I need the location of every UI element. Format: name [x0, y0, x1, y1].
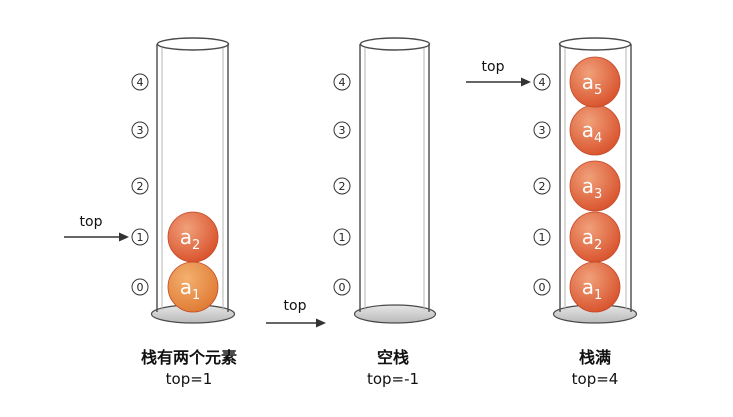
element-subscript: 2 — [192, 238, 200, 253]
element-subscript: 2 — [594, 238, 602, 253]
index-label: 1 — [333, 228, 351, 246]
element-ball — [569, 56, 621, 108]
index-label: 3 — [533, 121, 551, 139]
index-circle — [131, 228, 149, 246]
index-circle — [333, 121, 351, 139]
index-circle — [333, 228, 351, 246]
stack-element: a3 — [569, 160, 621, 212]
index-label: 3 — [333, 121, 351, 139]
index-circle — [131, 278, 149, 296]
index-circle — [333, 177, 351, 195]
index-number: 1 — [339, 231, 346, 244]
tube-rim — [359, 37, 431, 51]
index-number: 4 — [539, 76, 546, 89]
pointer-arrowhead — [119, 232, 129, 242]
pointer-label: top — [284, 298, 307, 314]
top-value: top=-1 — [366, 370, 420, 388]
element-subscript: 5 — [594, 83, 602, 98]
caption-stack-empty: 空栈 top=-1 — [293, 348, 493, 389]
index-number: 3 — [539, 124, 546, 137]
element-ball — [569, 104, 621, 156]
index-circle — [131, 73, 149, 91]
element-ball — [569, 160, 621, 212]
index-circle — [533, 73, 551, 91]
stack-1: 0 1 2 3 4 top — [266, 37, 437, 328]
index-label: 0 — [131, 278, 149, 296]
top-value: top=4 — [571, 370, 619, 388]
stack-base — [353, 304, 437, 324]
index-label: 3 — [131, 121, 149, 139]
stack-element: a1 — [167, 261, 219, 313]
stack-title: 空栈 — [376, 348, 409, 367]
top-pointer: top — [466, 59, 531, 87]
index-circle — [533, 278, 551, 296]
index-number: 0 — [339, 281, 346, 294]
element-subscript: 4 — [594, 131, 602, 146]
index-number: 0 — [137, 281, 144, 294]
element-subscript: 1 — [192, 288, 200, 303]
index-label: 0 — [533, 278, 551, 296]
index-label: 4 — [333, 73, 351, 91]
index-label: 1 — [533, 228, 551, 246]
index-number: 1 — [137, 231, 144, 244]
element-ball — [167, 261, 219, 313]
stack-element: a5 — [569, 56, 621, 108]
index-circle — [333, 278, 351, 296]
index-label: 2 — [131, 177, 149, 195]
index-number: 3 — [339, 124, 346, 137]
index-circle — [533, 177, 551, 195]
index-circle — [333, 73, 351, 91]
index-label: 2 — [533, 177, 551, 195]
index-number: 2 — [339, 180, 346, 193]
stack-title: 栈有两个元素 — [140, 348, 237, 367]
caption-stack-two: 栈有两个元素 top=1 — [89, 348, 289, 389]
index-number: 4 — [339, 76, 346, 89]
pointer-label: top — [482, 59, 505, 75]
top-pointer: top — [266, 298, 326, 328]
stack-element: a4 — [569, 104, 621, 156]
index-number: 1 — [539, 231, 546, 244]
index-circle — [131, 121, 149, 139]
element-ball — [569, 211, 621, 263]
caption-stack-full: 栈满 top=4 — [495, 348, 695, 389]
index-number: 0 — [539, 281, 546, 294]
top-value: top=1 — [165, 370, 213, 388]
element-ball — [569, 261, 621, 313]
index-number: 2 — [137, 180, 144, 193]
tube-rim — [156, 37, 230, 51]
element-ball — [167, 211, 219, 263]
index-circle — [533, 121, 551, 139]
index-circle — [533, 228, 551, 246]
stack-element: a1 — [569, 261, 621, 313]
index-label: 1 — [131, 228, 149, 246]
pointer-arrowhead — [521, 77, 531, 87]
pointer-arrowhead — [316, 318, 326, 328]
stack-title: 栈满 — [578, 348, 611, 367]
index-label: 0 — [333, 278, 351, 296]
stack-element: a2 — [569, 211, 621, 263]
index-number: 4 — [137, 76, 144, 89]
tube-rim — [558, 37, 632, 51]
top-pointer: top — [64, 214, 129, 242]
pointer-label: top — [80, 214, 103, 230]
index-label: 4 — [533, 73, 551, 91]
index-number: 2 — [539, 180, 546, 193]
element-subscript: 3 — [594, 187, 602, 202]
index-label: 2 — [333, 177, 351, 195]
index-number: 3 — [137, 124, 144, 137]
element-subscript: 1 — [594, 288, 602, 303]
index-label: 4 — [131, 73, 149, 91]
index-circle — [131, 177, 149, 195]
stack-element: a2 — [167, 211, 219, 263]
